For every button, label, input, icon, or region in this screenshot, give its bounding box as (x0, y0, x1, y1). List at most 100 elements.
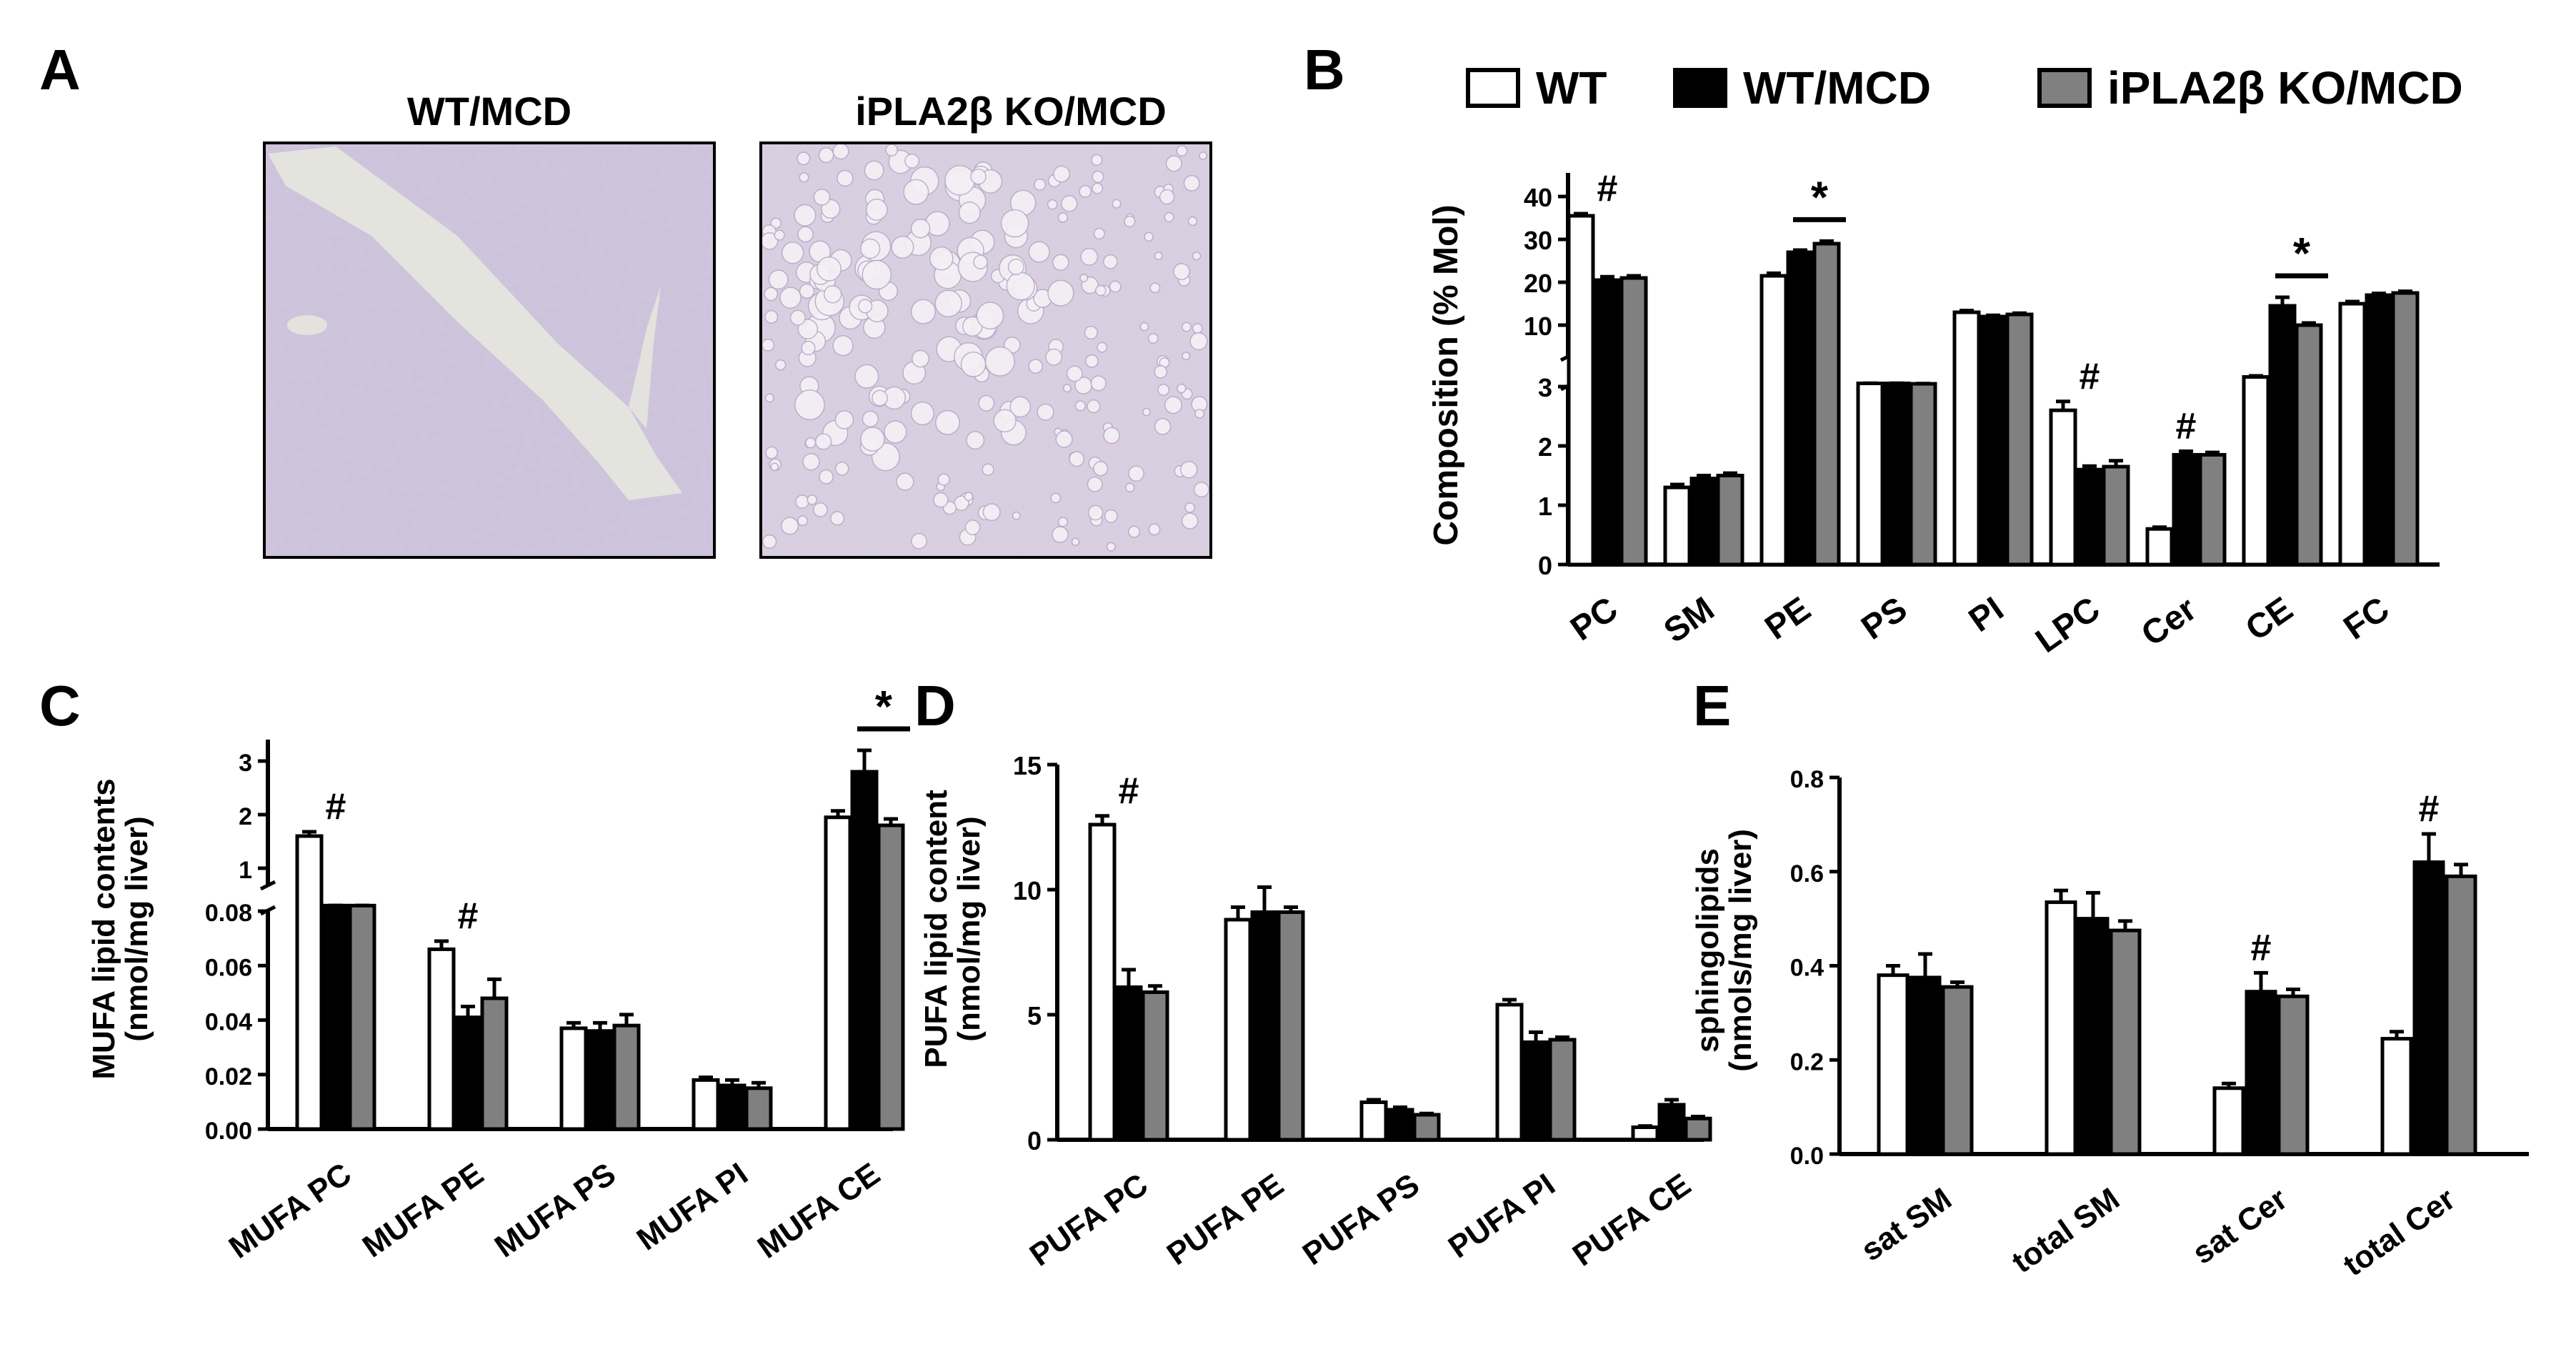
bar-pufa-pi-ipla2-ko-mcd (1548, 1038, 1577, 1142)
y-axis-title: PUFA lipid content (919, 790, 954, 1068)
significance-hash: # (326, 786, 346, 827)
y-axis-title: Composition (% Mol) (1427, 204, 1465, 545)
y-tick-label: 1 (239, 857, 252, 884)
bar-pc-wt (1567, 214, 1595, 567)
y-tick-label: 20 (1524, 269, 1552, 298)
bar-total-sm-wt (2045, 900, 2077, 1156)
bar-pufa-ce-wt (1631, 1125, 1659, 1142)
legend-item-wt: WT (1466, 62, 1607, 114)
bar-pufa-ps-wt (1359, 1100, 1388, 1142)
significance-star: * (1811, 173, 1829, 222)
x-tick-label-total-cer: total Cer (2337, 1181, 2461, 1283)
significance-hash: # (458, 895, 479, 937)
y-tick-label: 10 (1524, 312, 1552, 341)
bar-total-cer-ipla2-ko-mcd (2445, 874, 2477, 1156)
x-tick-label-ce: CE (2239, 590, 2300, 649)
bar-ce-wt (2242, 375, 2270, 567)
x-tick-label-pufa-pc: PUFA PC (1024, 1167, 1154, 1273)
bar-cer-wt (2145, 527, 2174, 567)
bar-pufa-ce-wt-mcd (1657, 1103, 1686, 1142)
x-tick-label-pufa-ps: PUFA PS (1297, 1167, 1426, 1272)
chart-e-sphingolipids: 0.0 0.2 0.4 0.6 0.8 sphingolipids(nmols/mg li… (1690, 766, 2529, 1283)
x-tick-label-fc: FC (2337, 590, 2396, 647)
histology-image-ko-mcd (759, 141, 1212, 559)
y-tick-label: 0.04 (205, 1009, 252, 1036)
bar-sm-wt (1663, 485, 1692, 567)
significance-hash: # (2419, 788, 2440, 830)
y-axis-title-units: (nmols/mg liver) (1723, 829, 1758, 1072)
y-tick-label: 2 (239, 803, 252, 830)
bar-sat-cer-wt (2212, 1086, 2245, 1156)
panel-label-e: E (1693, 674, 1731, 737)
bar-ps-wt (1856, 382, 1884, 567)
bar-pe-wt-mcd (1786, 250, 1814, 567)
bar-mufa-pi-wt-mcd (718, 1083, 747, 1131)
legend-label-wt: WT (1536, 62, 1607, 114)
y-tick-label: 3 (1538, 373, 1552, 402)
bar-fc-ipla2-ko-mcd (2391, 291, 2420, 567)
bar-mufa-ps-ipla2-ko-mcd (612, 1023, 641, 1131)
significance-hash: # (2080, 356, 2100, 397)
bar-sat-sm-ipla2-ko-mcd (1941, 985, 1974, 1156)
panel-label-c: C (39, 674, 81, 737)
bar-pi-ipla2-ko-mcd (2005, 312, 2034, 567)
bar-mufa-pc-wt (295, 834, 324, 1131)
bar-total-sm-ipla2-ko-mcd (2109, 928, 2142, 1156)
bar-cer-wt-mcd (2172, 452, 2200, 567)
bar-sm-wt-mcd (1689, 477, 1718, 567)
bar-sat-sm-wt-mcd (1909, 975, 1942, 1156)
bar-total-sm-wt-mcd (2077, 917, 2110, 1156)
legend-item-wt-mcd: WT/MCD (1673, 62, 1931, 114)
significance-star: * (2293, 229, 2311, 279)
bar-pufa-ce-ipla2-ko-mcd (1684, 1116, 1712, 1142)
bar-pufa-pi-wt (1495, 1003, 1524, 1142)
bar-fc-wt (2338, 302, 2367, 567)
bar-mufa-pe-ipla2-ko-mcd (480, 996, 509, 1131)
y-tick-label: 0.0 (1790, 1143, 1824, 1170)
bar-ps-ipla2-ko-mcd (1909, 382, 1937, 567)
bar-mufa-pi-wt (692, 1078, 720, 1131)
bar-pufa-pi-wt-mcd (1522, 1040, 1550, 1142)
bar-mufa-pe-wt-mcd (454, 1015, 482, 1131)
bar-pufa-pe-wt (1224, 918, 1252, 1142)
x-tick-label-total-sm: total SM (2005, 1181, 2125, 1280)
bar-total-cer-wt (2380, 1037, 2413, 1156)
y-tick-label: 0 (1027, 1126, 1042, 1155)
bar-sat-cer-wt-mcd (2245, 990, 2277, 1156)
bar-mufa-pi-ipla2-ko-mcd (744, 1086, 773, 1131)
histology-left-title: WT/MCD (407, 89, 571, 134)
bar-mufa-ps-wt (559, 1026, 588, 1131)
x-tick-label-sat-cer: sat Cer (2186, 1181, 2293, 1271)
y-axis-title-units: (nmol/mg liver) (952, 816, 987, 1041)
significance-star: * (875, 682, 893, 732)
bar-pe-ipla2-ko-mcd (1812, 242, 1841, 567)
y-tick-label: 30 (1524, 226, 1552, 255)
bar-sat-cer-ipla2-ko-mcd (2277, 994, 2310, 1156)
bar-pufa-ps-wt-mcd (1386, 1108, 1414, 1142)
y-tick-label: 0.06 (205, 954, 252, 981)
bar-mufa-ce-wt-mcd (850, 770, 879, 1131)
bar-pi-wt-mcd (1979, 314, 2007, 567)
bar-pufa-ps-ipla2-ko-mcd (1412, 1113, 1441, 1142)
x-tick-label-mufa-pi: MUFA PI (631, 1156, 754, 1258)
y-tick-label: 0.02 (205, 1063, 252, 1090)
bar-pi-wt (1952, 310, 1981, 567)
bar-sm-ipla2-ko-mcd (1716, 474, 1744, 567)
bar-lpc-ipla2-ko-mcd (2102, 464, 2130, 567)
bar-total-cer-wt-mcd (2412, 860, 2445, 1156)
histology-image-wt-mcd (263, 141, 716, 559)
bar-sat-sm-wt (1877, 973, 1909, 1156)
legend: WT WT/MCD iPLA2β KO/MCD (1466, 62, 2463, 114)
y-tick-label: 40 (1524, 183, 1552, 212)
y-tick-label: 0.2 (1790, 1048, 1824, 1075)
x-tick-label-lpc: LPC (2029, 590, 2107, 660)
bar-lpc-wt (2049, 408, 2077, 567)
bar-mufa-pe-wt (427, 947, 456, 1131)
histology-panel: WT/MCD iPLA2β KO/MCD (263, 89, 1212, 559)
blood-vessel (268, 146, 682, 500)
x-tick-label-mufa-ce: MUFA CE (752, 1156, 887, 1266)
x-tick-label-ps: PS (1854, 590, 1914, 647)
chart-c-mufa-content: 0.00 0.02 0.04 0.06 0.08 1 2 3 MUFA lipid conten… (86, 682, 910, 1266)
bar-ps-wt-mcd (1882, 382, 1911, 567)
bar-pc-wt-mcd (1593, 278, 1622, 567)
